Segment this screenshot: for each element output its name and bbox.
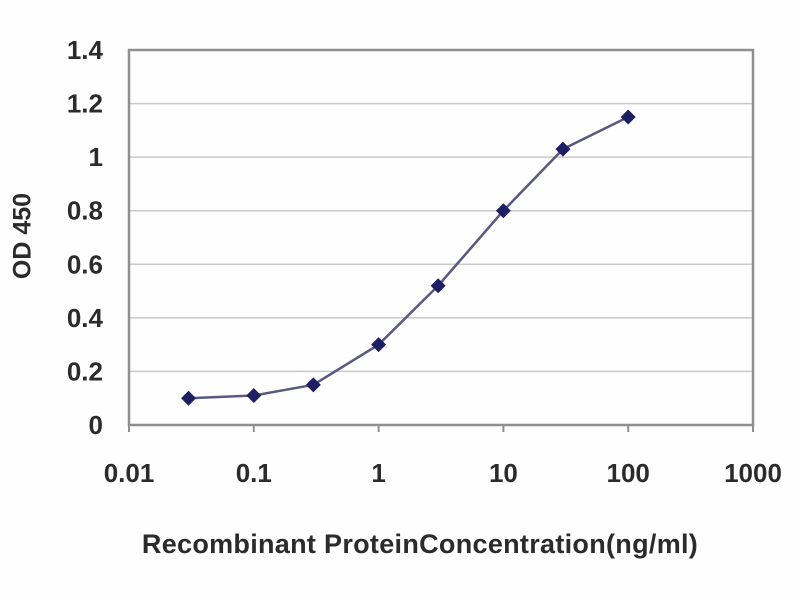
x-tick-label: 1: [371, 458, 385, 488]
y-tick-label: 0.2: [67, 356, 103, 386]
x-tick-label: 10: [489, 458, 518, 488]
x-axis-title: Recombinant ProteinConcentration(ng/ml): [141, 529, 699, 559]
y-tick-label: 0.4: [67, 303, 104, 333]
x-tick-label: 100: [607, 458, 650, 488]
data-point-marker: [620, 109, 636, 125]
data-point-marker: [430, 278, 446, 294]
plot-frame: [127, 48, 755, 427]
data-point-marker: [371, 337, 387, 353]
y-tick-label: 1.4: [67, 35, 104, 65]
x-tick-label: 0.01: [104, 458, 155, 488]
x-tick-label: 0.1: [236, 458, 272, 488]
series-line: [188, 115, 629, 400]
y-tick-label: 1: [89, 142, 103, 172]
y-tick-label: 1.2: [67, 89, 103, 119]
x-tick-label: 1000: [724, 458, 782, 488]
data-point-marker: [305, 377, 321, 393]
data-point-marker: [495, 203, 511, 219]
data-point-marker: [555, 141, 571, 157]
data-point-marker: [246, 388, 262, 404]
y-axis-title: OD 450: [8, 192, 37, 280]
data-point-marker: [181, 390, 197, 406]
y-tick-label: 0.8: [67, 196, 103, 226]
y-tick-label: 0: [89, 410, 103, 440]
y-tick-label: 0.6: [67, 249, 103, 279]
